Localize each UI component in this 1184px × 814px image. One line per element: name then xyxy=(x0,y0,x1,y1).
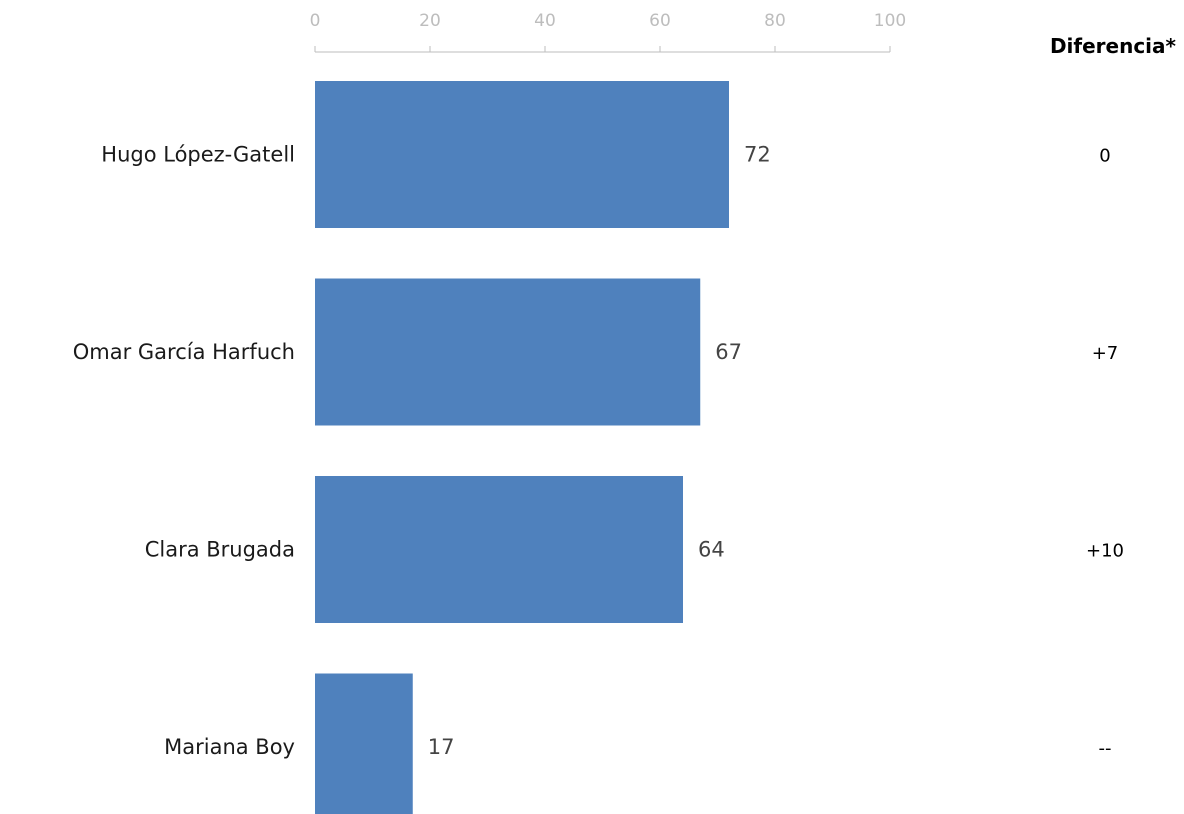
difference-value: +10 xyxy=(1086,541,1124,562)
data-label: 72 xyxy=(744,143,771,167)
data-label: 64 xyxy=(698,538,725,562)
x-tick-label: 100 xyxy=(874,11,906,31)
x-axis: 0 20 40 60 80 100 xyxy=(310,11,906,53)
category-label: Omar García Harfuch xyxy=(73,340,295,364)
difference-value: +7 xyxy=(1092,343,1119,364)
difference-value: -- xyxy=(1099,738,1112,759)
category-label: Clara Brugada xyxy=(145,538,295,562)
data-label: 67 xyxy=(715,340,742,364)
x-tick-label: 40 xyxy=(534,11,556,31)
bar xyxy=(315,673,413,814)
x-tick-label: 60 xyxy=(649,11,671,31)
difference-header: Diferencia* xyxy=(1050,34,1177,58)
bar xyxy=(315,81,729,228)
category-labels: Hugo López-Gatell Omar García Harfuch Clar… xyxy=(73,143,295,760)
bar xyxy=(315,476,683,623)
category-label: Hugo López-Gatell xyxy=(101,143,295,167)
difference-column: Diferencia* 0 +7 +10 -- xyxy=(1050,34,1177,759)
x-tick-label: 0 xyxy=(310,11,321,31)
bars: 72 67 64 17 xyxy=(315,81,771,814)
category-label: Mariana Boy xyxy=(164,735,295,759)
data-label: 17 xyxy=(428,735,455,759)
difference-value: 0 xyxy=(1099,146,1110,167)
x-tick-label: 80 xyxy=(764,11,786,31)
bar xyxy=(315,278,701,426)
x-tick-label: 20 xyxy=(419,11,441,31)
